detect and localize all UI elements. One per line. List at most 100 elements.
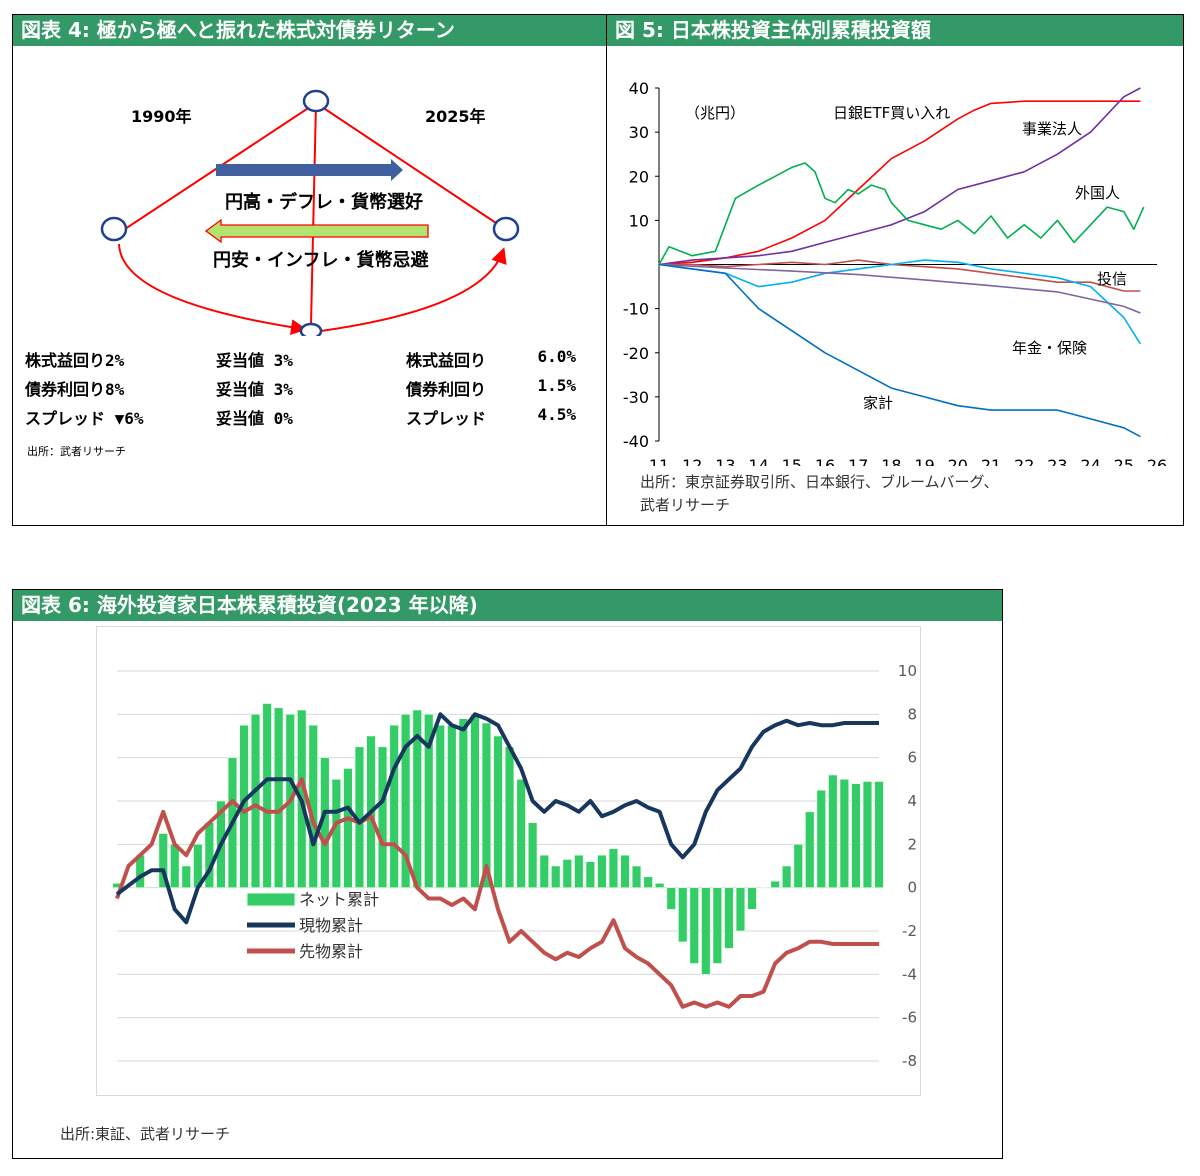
figure4-title: 図表 4: 極から極へと振れた株式対債券リターン [13,15,606,46]
net-bar [516,779,526,888]
year-right-label: 2025年 [425,107,486,126]
net-bar [343,768,353,888]
arrow-bottom-label: 円安・インフレ・貨幣忌避 [213,249,428,271]
stat-right-3: スプレッド 4.5% [406,405,576,428]
net-bar [793,844,803,888]
series-label: 家計 [863,394,893,412]
diagram-node-left [100,216,128,242]
net-bar [770,880,780,889]
figure5-title: 図 5: 日本株投資主体別累積投資額 [607,15,1183,46]
y-tick-label: -30 [623,388,649,407]
y-tick-label: -8 [902,1052,917,1070]
series-label: 投信 [1097,270,1127,288]
x-tick-label: 14 [748,456,768,466]
net-bar [747,887,757,910]
x-tick-label: 26 [1147,456,1167,466]
net-bar [828,774,838,888]
legend-swatch [246,892,296,907]
net-bar [597,854,607,888]
net-bar [158,833,168,889]
stat-left-1: 株式益回り2% [25,351,125,370]
legend-label: ネット累計 [299,890,379,909]
series-line [658,87,1141,266]
net-bar [666,887,676,910]
y-tick-label: 2 [907,835,917,853]
net-bar [504,746,515,888]
y-tick-label: 40 [629,79,649,98]
x-tick-label: 16 [815,456,835,466]
net-bar [851,783,861,888]
net-bar [331,779,341,888]
net-bar [481,722,492,888]
stat-right-1: 株式益回り 6.0% [406,347,576,370]
net-bar [181,865,191,889]
diagram-node-right [492,216,520,242]
net-bar [273,707,284,888]
green-arrow [204,218,429,244]
y-tick-label: -6 [902,1009,917,1027]
net-bar [735,887,746,932]
figure6-chart: 1086420-2-4-6-81234567891011121234567891… [112,662,917,1070]
net-bar [400,714,411,888]
spot-line [115,712,879,925]
net-bar [424,714,434,888]
y-tick-label: 6 [907,749,917,767]
y-tick-label: 10 [898,662,917,680]
y-tick-label: 10 [629,211,649,230]
net-bar [470,714,480,888]
unit-label: （兆円） [685,104,745,122]
x-tick-label: 18 [881,456,901,466]
diagram-edge-vertical [310,102,317,325]
stat-mid-1: 妥当値 3% [216,351,293,370]
net-bar [527,822,538,888]
net-bar [262,703,272,888]
figure5-panel: 図 5: 日本株投資主体別累積投資額 40 30 20 10 -10 -20 -30 -40 1… [606,14,1184,526]
series-line [658,263,1141,314]
net-bar [678,887,688,943]
stat-left-3: スプレッド ▼6% [25,409,144,428]
net-bar [631,865,642,889]
x-tick-label: 22 [1014,456,1034,466]
stat-mid-3: 妥当値 0% [216,409,293,428]
y-tick-label: -10 [623,300,649,319]
year-left-label: 1990年 [131,107,192,126]
net-bar [458,718,468,888]
net-bar [574,854,584,888]
net-bar [701,887,711,975]
figure6-panel: 図表 6: 海外投資家日本株累積投資(2023 年以降) 10 8 6 4 2 0 -2 -4… [12,589,1003,1159]
x-tick-label: 20 [948,456,968,466]
y-tick-label: 8 [907,705,917,723]
net-bar [170,844,180,888]
series-label: 年金・保険 [1012,339,1087,357]
diagram-node-bottom [299,322,323,336]
stat-right-2: 債券利回り 1.5% [406,376,576,399]
series-line [658,100,1141,266]
net-bar [862,781,873,888]
net-bar [816,789,826,888]
series-label: 日銀ETF買い入れ [833,104,950,122]
series-label: 事業法人 [1022,120,1082,138]
net-bar [689,887,699,964]
x-tick-label: 25 [1114,456,1134,466]
figure4-source: 出所：武者リサーチ [27,445,126,458]
arrow-top-label: 円高・デフレ・貨幣選好 [225,191,423,213]
net-bar [643,876,653,888]
x-tick-label: 23 [1047,456,1067,466]
net-bar [724,887,734,949]
diagram-edge-top-right [315,102,506,230]
series-line [658,263,1141,438]
net-bar [839,779,849,888]
y-tick-label: 4 [907,792,917,810]
figure6-source: 出所:東証、武者リサーチ [60,1125,231,1143]
y-tick-label: 30 [629,123,649,142]
figure6-title: 図表 6: 海外投資家日本株累積投資(2023 年以降) [13,590,1002,621]
figure5-source-line1: 出所：東京証券取引所、日本銀行、ブルームバーグ、 [640,473,999,491]
x-tick-label: 19 [914,456,934,466]
diagram-node-top [302,89,330,113]
net-bar [585,861,595,888]
net-bar [712,887,722,964]
diagram-curve-left-bottom [118,243,307,336]
blue-arrow [216,159,403,181]
net-bar [758,887,769,889]
y-tick-label: -20 [623,344,649,363]
